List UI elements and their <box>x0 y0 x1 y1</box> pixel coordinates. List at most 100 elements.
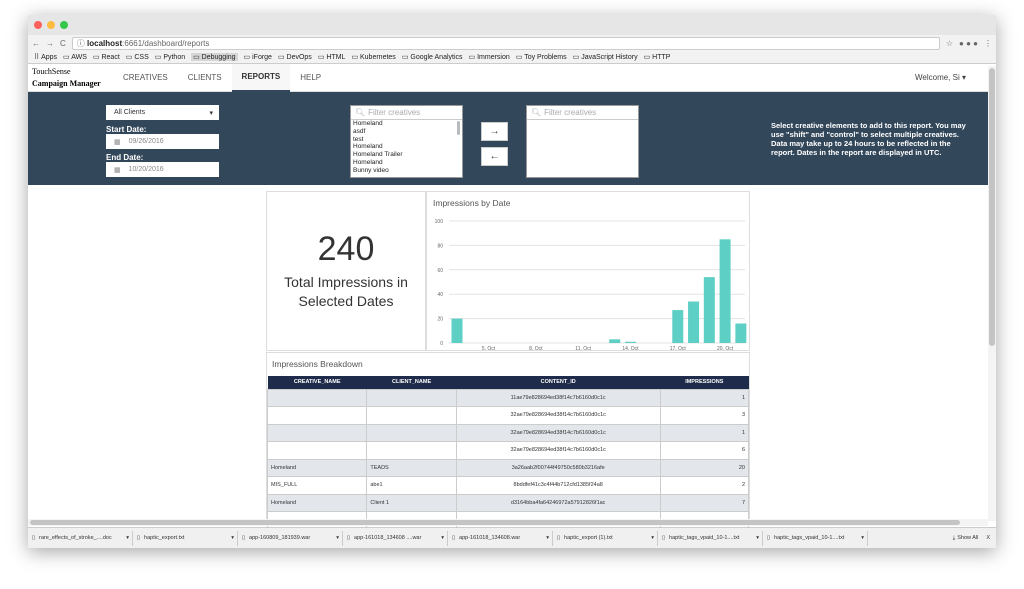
show-all-downloads-button[interactable]: ⤓ Show All <box>953 535 987 542</box>
download-item[interactable]: ▯ haptic_tags_vpaid_10-1....txt ▾ <box>763 530 868 546</box>
table-cell: 32ae79e828694ed38f14c7b6160d0c1c <box>455 423 661 442</box>
nav-help[interactable]: HELP <box>300 73 322 82</box>
bookmark-item[interactable]: ▭ Kubernetes <box>351 53 395 61</box>
bookmark-item[interactable]: ▭ DevOps <box>278 53 312 61</box>
download-menu-caret-icon[interactable]: ▾ <box>546 535 549 541</box>
logo[interactable]: TouchSense Campaign Manager <box>28 66 113 90</box>
bookmark-label: Python <box>163 54 186 61</box>
bar-13-oct[interactable] <box>609 339 621 343</box>
total-impressions-label: Total Impressions in Selected Dates <box>284 274 408 309</box>
download-icon: ⤓ <box>952 534 956 541</box>
bookmark-item[interactable]: ▭ JavaScript History <box>573 53 638 61</box>
bookmark-item[interactable]: ▭ Toy Problems <box>516 53 567 61</box>
bar-18-oct[interactable] <box>688 301 700 343</box>
creative-option[interactable]: Homeland <box>353 120 383 127</box>
left-filter-input[interactable]: 🔍︎ Filter creatives <box>351 106 462 120</box>
y-tick-label: 40 <box>437 292 443 298</box>
horizontal-scrollbar[interactable] <box>28 519 988 526</box>
bookmark-item[interactable]: ▭ AWS <box>63 53 87 61</box>
creative-option[interactable]: Homeland <box>353 143 383 151</box>
extensions-icon[interactable]: ● ● ● <box>959 38 978 48</box>
folder-icon: ▭ <box>515 54 525 61</box>
creative-option[interactable]: Bunny video <box>353 166 389 174</box>
creative-option[interactable]: test <box>353 135 364 143</box>
bar-19-oct[interactable] <box>703 277 715 343</box>
bookmark-item[interactable]: ▭ CSS <box>126 53 149 61</box>
selected-creatives-list[interactable]: 🔍︎ Filter creatives <box>526 105 639 178</box>
downloads-bar: ▯ rare_effects_of_stroke_....doc ▾ ▯ haptic_… <box>28 527 996 548</box>
user-menu[interactable]: Welcome, Si ▾ <box>915 73 966 82</box>
url-input[interactable]: ⓘ localhost:6661/dashboard/reports <box>71 36 940 50</box>
folder-icon: ▭ <box>154 54 164 61</box>
back-icon[interactable]: ← <box>32 38 40 48</box>
download-menu-caret-icon[interactable]: ▾ <box>231 535 234 541</box>
help-text: Select creative elements to add to this … <box>771 121 966 157</box>
creative-option[interactable]: Homeland <box>353 158 383 166</box>
menu-icon[interactable]: ⋮ <box>984 38 992 48</box>
close-downloads-button[interactable]: X <box>986 535 990 541</box>
column-header[interactable]: CONTENT_ID <box>456 376 661 389</box>
end-date-input[interactable]: ▦ 10/20/2016 <box>106 162 219 177</box>
nav-clients[interactable]: CLIENTS <box>187 73 222 82</box>
column-header[interactable]: IMPRESSIONS <box>660 376 749 389</box>
folder-icon: ▭ <box>572 54 582 61</box>
table-row: 11ae79e828694ed38f14c7b6160d0c1c 1 <box>266 388 750 407</box>
y-tick-label: 20 <box>437 317 443 323</box>
bar-3-oct[interactable] <box>451 318 463 343</box>
impressions-by-date-chart: Impressions by Date 0 20 40 60 80 100 5. Oct 8. … <box>433 198 747 352</box>
download-item[interactable]: ▯ haptic_export.txt ▾ <box>133 530 238 546</box>
download-menu-caret-icon[interactable]: ▾ <box>126 535 129 541</box>
bookmark-item[interactable]: ▭ Debugging <box>191 53 238 61</box>
nav-creatives[interactable]: CREATIVES <box>123 73 168 82</box>
bookmark-star-icon[interactable]: ☆ <box>945 38 954 48</box>
download-item[interactable]: ▯ app-161018_134608 ....war ▾ <box>343 530 448 546</box>
bar-14-oct[interactable] <box>624 341 636 343</box>
remove-creative-button[interactable]: ← <box>481 147 508 166</box>
creative-option[interactable]: asdf <box>353 127 366 135</box>
list-scrollbar[interactable] <box>457 121 460 135</box>
bookmark-item[interactable]: ▭ HTML <box>318 53 346 61</box>
reload-icon[interactable]: C <box>60 38 66 48</box>
download-menu-caret-icon[interactable]: ▾ <box>756 535 759 541</box>
add-creative-button[interactable]: → <box>481 122 508 141</box>
forward-icon[interactable]: → <box>46 38 54 48</box>
right-filter-input[interactable]: 🔍︎ Filter creatives <box>527 106 638 120</box>
bookmark-item[interactable]: ▭ HTTP <box>644 53 671 61</box>
folder-icon: ▭ <box>643 54 653 61</box>
bookmark-item[interactable]: ▭ Immersion <box>469 53 510 61</box>
download-item[interactable]: ▯ rare_effects_of_stroke_....doc ▾ <box>28 530 133 546</box>
available-creatives-list[interactable]: 🔍︎ Filter creatives Homeland asdf test Homel… <box>350 105 463 178</box>
download-menu-caret-icon[interactable]: ▾ <box>441 535 444 541</box>
download-item[interactable]: ▯ app-160809_181939.war ▾ <box>238 530 343 546</box>
vertical-scrollbar[interactable] <box>988 66 996 521</box>
nav-reports[interactable]: REPORTS <box>231 63 291 92</box>
bookmark-item[interactable]: ▭ iForge <box>244 53 272 61</box>
bookmark-item[interactable]: ▭ Google Analytics <box>402 53 463 61</box>
bookmark-item[interactable]: ▭ Python <box>155 53 185 61</box>
title-bar <box>28 15 996 35</box>
table-cell: Client 1 <box>366 493 457 512</box>
bar-20-oct[interactable] <box>719 239 731 343</box>
start-date-input[interactable]: ▦ 09/26/2016 <box>106 134 219 149</box>
download-filename: app-161018_134608 ....war <box>354 535 422 541</box>
download-item[interactable]: ▯ haptic_tags_vpaid_10-1....txt ▾ <box>658 530 763 546</box>
download-item[interactable]: ▯ app-161018_134608.war ▾ <box>448 530 553 546</box>
download-item[interactable]: ▯ haptic_export (1).txt ▾ <box>553 530 658 546</box>
bookmark-item[interactable]: ⠿ Apps <box>34 53 57 61</box>
close-window-button[interactable] <box>34 21 42 29</box>
bar-21-oct[interactable] <box>735 323 747 343</box>
creative-option[interactable]: Homeland Trailer <box>353 151 403 159</box>
folder-icon: ▭ <box>317 54 327 61</box>
download-menu-caret-icon[interactable]: ▾ <box>336 535 339 541</box>
table-row: Homeland TEADS 3a26aab2f00744f49750c580b32… <box>266 458 750 477</box>
maximize-window-button[interactable] <box>60 21 68 29</box>
bookmark-item[interactable]: ▭ React <box>93 53 120 61</box>
download-menu-caret-icon[interactable]: ▾ <box>861 535 864 541</box>
bar-17-oct[interactable] <box>672 310 684 343</box>
column-header[interactable]: CREATIVE_NAME <box>267 376 367 389</box>
download-menu-caret-icon[interactable]: ▾ <box>651 535 654 541</box>
client-select[interactable]: All Clients ▾ <box>106 105 219 120</box>
column-header[interactable]: CLIENT_NAME <box>366 376 457 389</box>
caret-down-icon: ▾ <box>961 73 966 82</box>
minimize-window-button[interactable] <box>47 21 55 29</box>
